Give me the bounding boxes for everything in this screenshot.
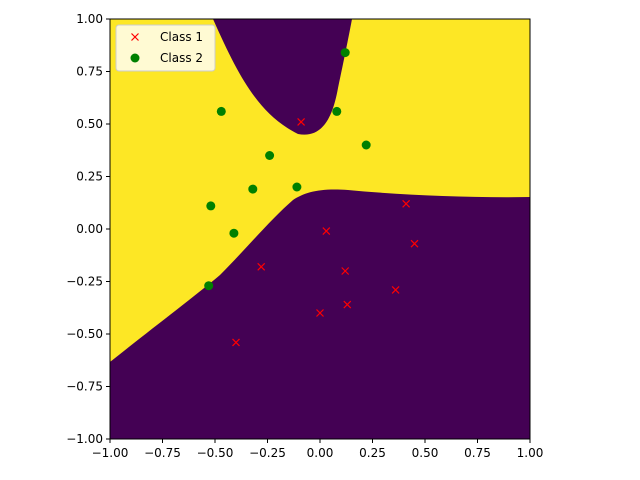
data-point-class-1-4 [257, 262, 266, 271]
data-point-class-1-7 [343, 300, 352, 309]
y-tick-label-1: −0.75 [66, 380, 103, 394]
data-point-class-1-2 [322, 227, 331, 236]
data-point-class-1-6 [391, 285, 400, 294]
plot-area [110, 19, 530, 439]
data-point-class-2-6 [292, 182, 302, 192]
series-class-1 [232, 117, 419, 347]
legend: Class 1 Class 2 [115, 24, 216, 72]
data-point-class-1-0 [297, 117, 306, 126]
data-point-class-2-3 [361, 140, 371, 150]
legend-marker-o [130, 53, 140, 63]
y-tick-label-6: 0.50 [76, 117, 103, 131]
data-point-class-2-8 [229, 228, 239, 238]
y-tick-label-5: 0.25 [76, 170, 103, 184]
data-point-class-1-5 [341, 267, 350, 275]
data-point-class-1-9 [232, 338, 240, 347]
y-tick-label-8: 1.00 [76, 12, 103, 26]
x-tick-label-7: 0.75 [464, 446, 491, 460]
series-class-2 [204, 48, 371, 291]
data-point-class-2-2 [332, 106, 342, 116]
data-point-class-2-0 [340, 48, 350, 58]
legend-marker-x [131, 33, 139, 41]
y-tick-label-0: −1.00 [66, 432, 103, 446]
y-tick-label-2: −0.50 [66, 327, 103, 341]
legend-label-class-2: Class 2 [160, 51, 203, 65]
y-tick-label-4: 0.00 [76, 222, 103, 236]
y-axis: −1.00 −0.75 −0.50 −0.25 0.00 0.25 0.50 0.75 1.00 [66, 12, 110, 446]
x-tick-label-2: −0.50 [197, 446, 234, 460]
x-tick-label-3: −0.25 [249, 446, 286, 460]
data-point-class-1-3 [410, 239, 419, 248]
data-point-class-2-7 [206, 201, 216, 211]
series-layer [204, 48, 419, 347]
x-tick-label-0: −1.00 [92, 446, 129, 460]
x-axis: −1.00 −0.75 −0.50 −0.25 0.00 0.25 0.50 0.75 1.00 [92, 439, 544, 460]
legend-marker-class-2 [130, 53, 140, 63]
data-point-class-2-4 [265, 151, 275, 160]
data-point-class-2-9 [204, 281, 214, 291]
data-point-class-1-1 [402, 199, 411, 208]
y-tick-label-7: 0.75 [76, 65, 103, 79]
x-tick-label-5: 0.25 [359, 446, 386, 460]
legend-label-class-1: Class 1 [160, 30, 203, 44]
x-tick-label-8: 1.00 [517, 446, 544, 460]
class2-region [110, 19, 530, 362]
x-tick-label-4: 0.00 [307, 446, 334, 460]
data-point-class-2-1 [216, 106, 226, 116]
y-tick-label-3: −0.25 [66, 275, 103, 289]
x-tick-label-1: −0.75 [144, 446, 181, 460]
legend-marker-class-1 [131, 33, 139, 41]
data-point-class-2-5 [248, 184, 258, 194]
x-tick-label-6: 0.50 [412, 446, 439, 460]
legend-box [115, 24, 216, 72]
data-point-class-1-8 [316, 309, 324, 317]
